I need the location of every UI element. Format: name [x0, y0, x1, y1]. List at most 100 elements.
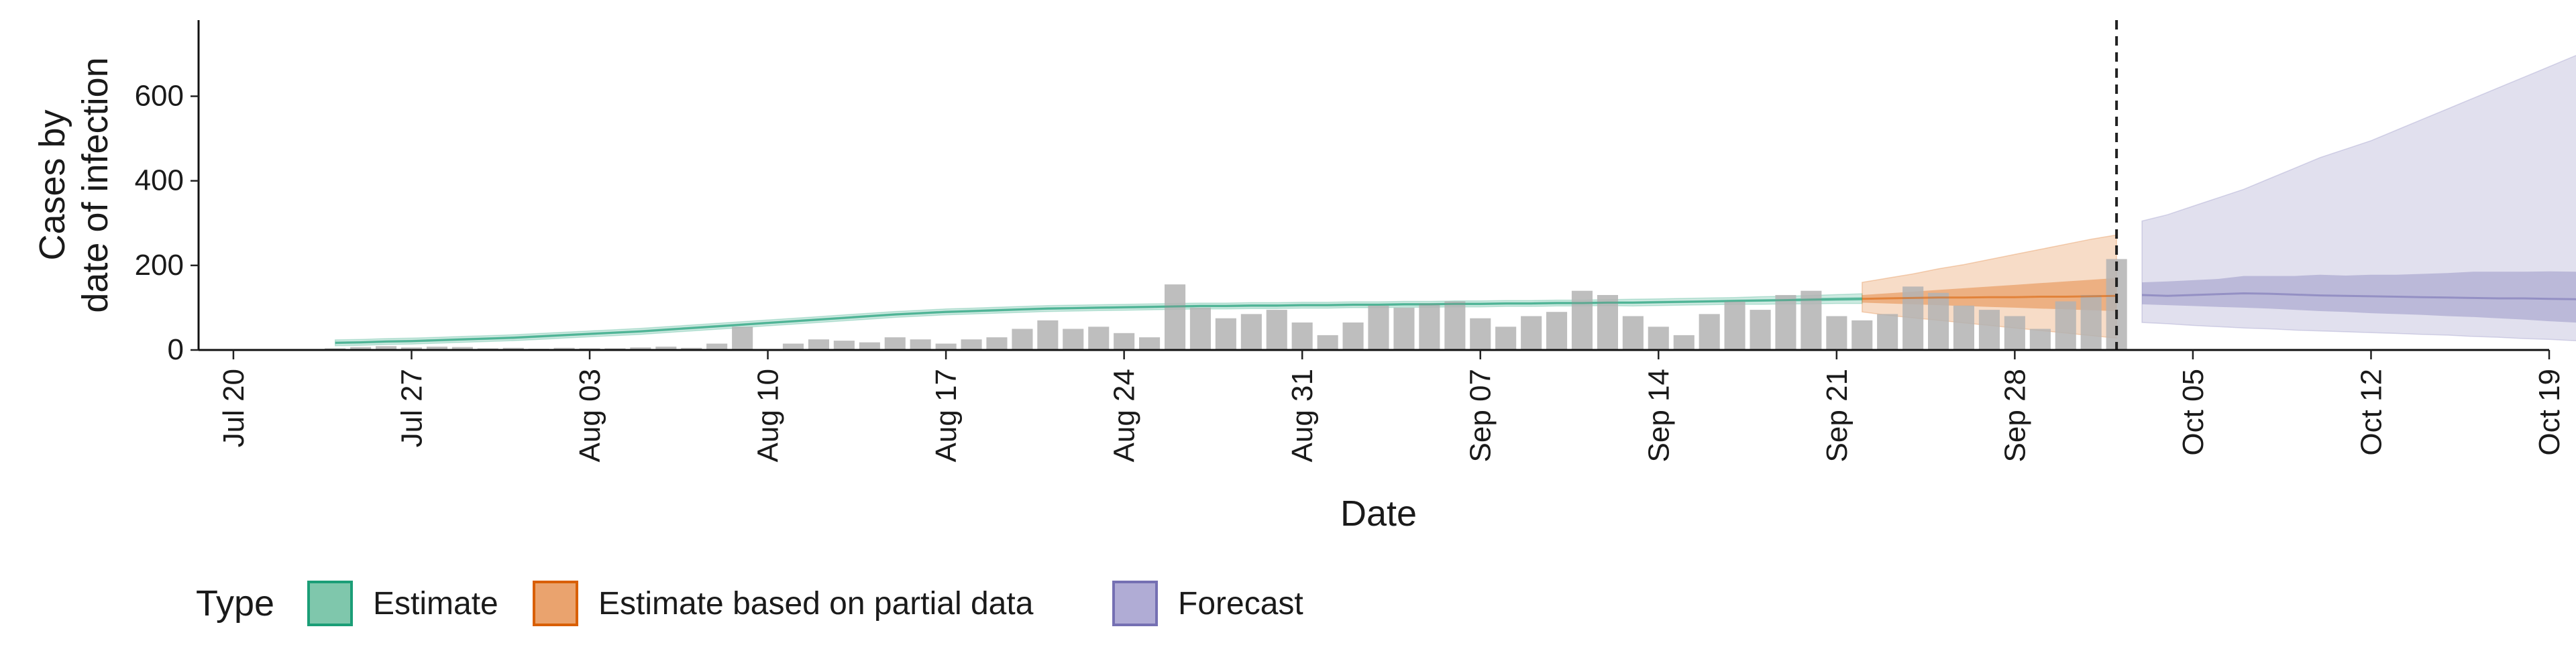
axes: 0 200 400 600 Jul 20 Jul 27 Aug 03 Aug 10 Aug 17…: [32, 20, 2566, 534]
case-bar: [1063, 329, 1084, 350]
case-bar: [1444, 301, 1466, 350]
x-tick-label: Aug 03: [574, 369, 606, 462]
case-bar: [630, 347, 651, 350]
case-bar: [1368, 305, 1389, 350]
estimate-based-on-partial-data-inner-band: [1862, 278, 2117, 311]
case-bar: [808, 339, 829, 350]
case-bar: [1597, 295, 1618, 350]
case-bar: [681, 347, 702, 350]
case-bar: [1750, 310, 1771, 350]
median-lines: [335, 292, 2576, 344]
case-bar: [1571, 290, 1593, 350]
case-bar: [986, 337, 1008, 350]
x-tick-label: Sep 14: [1642, 369, 1675, 462]
legend-label: Estimate based on partial data: [598, 586, 1034, 622]
case-bar: [1648, 327, 1669, 350]
case-bar: [1699, 314, 1720, 350]
case-bar: [1673, 335, 1695, 350]
case-bar: [884, 337, 906, 350]
case-bar: [910, 339, 931, 350]
x-tick-label: Sep 28: [1998, 369, 2031, 462]
legend-key-estimate: [307, 581, 353, 626]
case-bar: [1266, 310, 1287, 350]
case-bar: [1291, 322, 1313, 350]
legend-key-forecast: [1112, 581, 1158, 626]
x-tick-label: Jul 27: [395, 369, 428, 447]
estimate-median-line: [335, 298, 1862, 344]
y-tick-label: 200: [135, 249, 184, 282]
case-bar: [2055, 301, 2076, 350]
case-bar: [1165, 284, 1186, 350]
y-axis-title-line: Cases by: [32, 109, 72, 260]
y-tick-label: 600: [135, 80, 184, 113]
x-axis-title: Date: [1340, 493, 1417, 534]
case-bar: [1521, 316, 1542, 350]
legend-key-estimate-based-on-partial-data: [533, 581, 578, 626]
case-bar: [961, 339, 982, 350]
case-bar: [2004, 316, 2025, 350]
case-bar: [1953, 305, 1974, 350]
case-bar: [376, 346, 397, 350]
case-bar: [1342, 322, 1364, 350]
x-tick-label: Sep 07: [1464, 369, 1497, 462]
legend-label: Estimate: [373, 586, 498, 622]
y-tick-label: 400: [135, 164, 184, 197]
x-tick-label: Jul 20: [217, 369, 250, 447]
case-bar: [451, 347, 473, 350]
case-bar: [1978, 310, 2000, 350]
estimate-outer-band: [334, 293, 1863, 347]
case-bar: [782, 343, 804, 350]
case-bar: [655, 347, 677, 350]
case-bar: [2029, 329, 2051, 350]
case-bar: [859, 342, 880, 350]
case-bar: [2106, 259, 2127, 350]
case-bar: [553, 347, 575, 350]
y-tick-label: 0: [168, 333, 184, 366]
case-bar: [1189, 307, 1211, 350]
forecast-outer-band: [2141, 54, 2576, 341]
x-tick-label: Oct 19: [2533, 369, 2566, 456]
x-tick-label: Aug 24: [1108, 369, 1141, 462]
case-bar: [1724, 301, 1746, 350]
legend-title: Type: [196, 583, 274, 624]
x-tick-label: Aug 17: [930, 369, 963, 462]
ribbon-layer: [334, 54, 2576, 347]
case-bar: [1419, 303, 1440, 350]
x-tick-label: Aug 10: [752, 369, 785, 462]
case-bar: [502, 347, 524, 350]
case-bar: [1622, 316, 1644, 350]
case-bar: [935, 343, 957, 350]
case-bar: [1546, 312, 1568, 350]
case-bar: [350, 347, 372, 350]
case-bar: [1470, 318, 1491, 350]
estimate-based-on-partial-data-median-line: [1862, 294, 2117, 300]
case-bar: [833, 341, 855, 350]
case-bar: [1139, 337, 1161, 350]
case-bar: [1215, 318, 1236, 350]
case-bar: [1495, 327, 1517, 350]
reported-cases-bars: [325, 259, 2127, 350]
case-bar: [2080, 295, 2102, 350]
legend: Type Estimate Estimate based on partial da…: [196, 581, 1303, 626]
case-bar: [1851, 320, 1873, 350]
case-bar: [1240, 314, 1262, 350]
x-tick-label: Oct 05: [2177, 369, 2210, 456]
case-bar: [400, 347, 422, 350]
case-bar: [1902, 286, 1924, 350]
y-axis-title-line: date of infection: [75, 57, 115, 312]
case-bar: [1877, 314, 1898, 350]
case-bar: [1928, 292, 1949, 350]
case-bar: [1826, 316, 1847, 350]
legend-label: Forecast: [1178, 586, 1303, 622]
forecast-median-line: [2141, 292, 2576, 300]
case-bar: [1775, 295, 1796, 350]
x-tick-label: Sep 21: [1821, 369, 1854, 462]
case-bar: [1088, 327, 1110, 350]
case-bar: [706, 343, 728, 350]
case-bar: [1012, 329, 1033, 350]
case-bar: [1317, 335, 1338, 350]
case-bar: [1393, 307, 1415, 350]
case-bar: [1114, 333, 1135, 350]
